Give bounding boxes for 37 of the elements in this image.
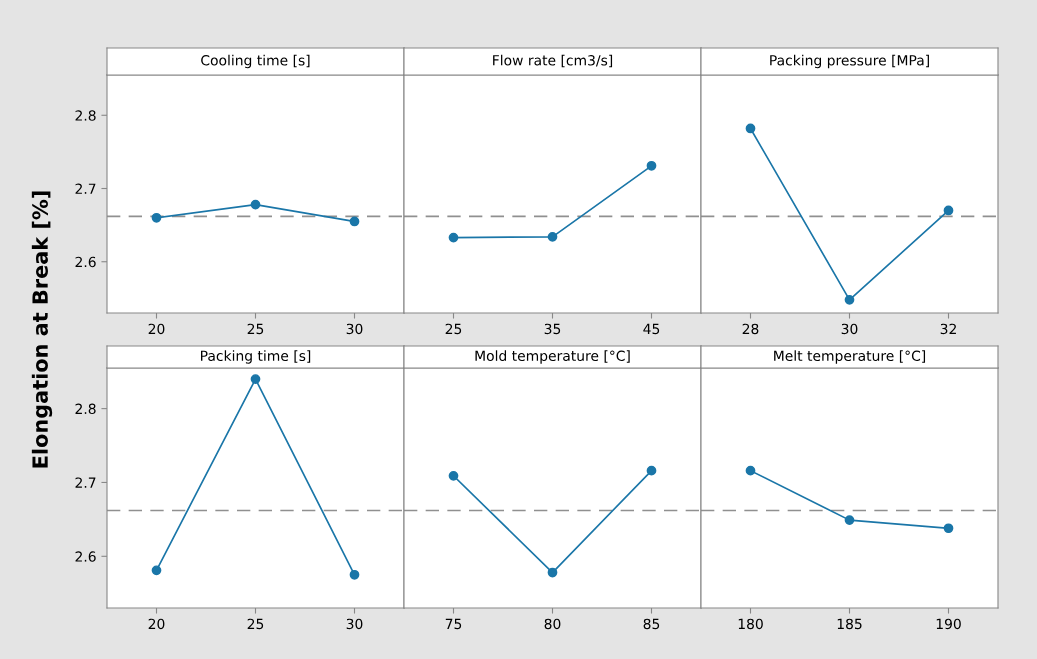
point bbox=[151, 212, 162, 223]
chart-title: Flow rate [cm3/s] bbox=[493, 54, 613, 68]
x-tick-label: 30 bbox=[346, 618, 363, 630]
x-tick-label: 20 bbox=[148, 618, 165, 630]
x-tick-label: 30 bbox=[346, 323, 363, 335]
x-tick-label: 28 bbox=[742, 323, 759, 335]
x-tick-label: 180 bbox=[738, 618, 763, 630]
x-tick-label: 35 bbox=[544, 323, 561, 335]
x-tick-label: 75 bbox=[445, 618, 462, 630]
y-tick-label: 2.6 bbox=[75, 256, 96, 268]
x-tick-label: 25 bbox=[445, 323, 462, 335]
point bbox=[151, 565, 162, 576]
y-tick-label: 2.8 bbox=[75, 110, 96, 121]
chart-title: Packing pressure [MPa] bbox=[770, 54, 929, 69]
x-tick-label: 45 bbox=[643, 323, 660, 335]
point bbox=[349, 216, 360, 227]
x-tick-label: 190 bbox=[936, 618, 961, 630]
x-tick-label: 32 bbox=[940, 323, 956, 335]
y-tick-label: 2.7 bbox=[75, 477, 96, 488]
y-tick-label: 2.7 bbox=[75, 183, 96, 194]
x-tick-label: 85 bbox=[643, 618, 660, 630]
x-tick-label: 185 bbox=[837, 618, 862, 630]
y-tick-label: 2.6 bbox=[75, 551, 96, 562]
chart-title: Cooling time [s] bbox=[201, 54, 310, 69]
chart-title: Packing time [s] bbox=[201, 350, 311, 364]
point bbox=[250, 199, 261, 210]
chart-title: Melt temperature [°C] bbox=[774, 350, 926, 364]
x-tick-label: 20 bbox=[148, 323, 165, 335]
x-tick-label: 80 bbox=[544, 618, 561, 630]
x-tick-label: 25 bbox=[247, 323, 264, 335]
x-tick-label: 25 bbox=[247, 618, 264, 630]
x-tick-label: 30 bbox=[841, 323, 858, 335]
y-tick-label: 2.8 bbox=[75, 403, 96, 415]
y-axis-title: Elongation at Break [%] bbox=[31, 191, 53, 468]
point bbox=[349, 569, 360, 580]
point bbox=[250, 374, 261, 384]
chart-title: Mold temperature [°C] bbox=[475, 350, 630, 364]
